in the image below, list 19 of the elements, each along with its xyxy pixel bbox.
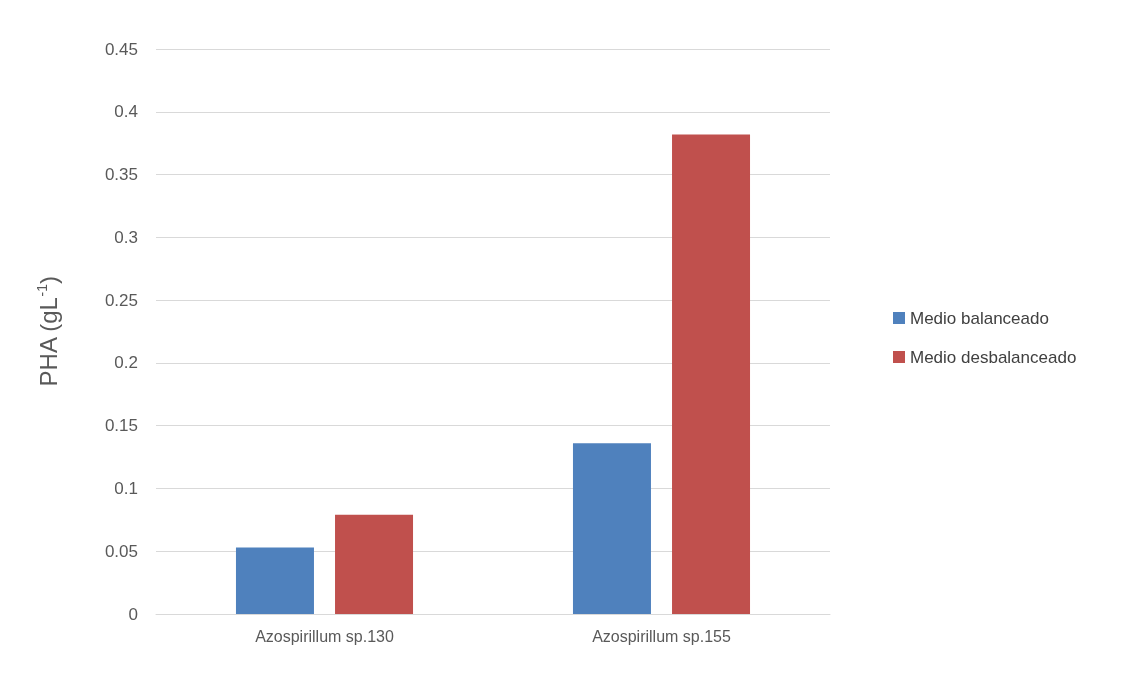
bar xyxy=(235,547,314,614)
y-tick-label: 0.15 xyxy=(104,416,138,436)
y-tick-label: 0.2 xyxy=(114,353,138,373)
legend-label: Medio desbalanceado xyxy=(910,347,1077,367)
y-tick-label: 0.3 xyxy=(114,227,138,247)
bar xyxy=(335,514,414,614)
x-tick-label: Azospirillum sp.130 xyxy=(255,627,394,645)
y-tick-label: 0.25 xyxy=(104,290,138,310)
y-tick-label: 0.1 xyxy=(114,478,138,498)
y-tick-label: 0.45 xyxy=(104,39,138,59)
y-tick-label: 0 xyxy=(128,604,138,624)
bar xyxy=(572,443,651,614)
y-axis-title: PHA (gL-1) xyxy=(34,275,62,387)
y-tick-label: 0.4 xyxy=(114,102,138,122)
y-tick-label: 0.35 xyxy=(104,165,138,185)
x-tick-label: Azospirillum sp.155 xyxy=(592,627,731,645)
y-tick-label: 0.05 xyxy=(104,541,138,561)
legend-label: Medio balanceado xyxy=(910,308,1049,328)
bar xyxy=(672,134,751,614)
